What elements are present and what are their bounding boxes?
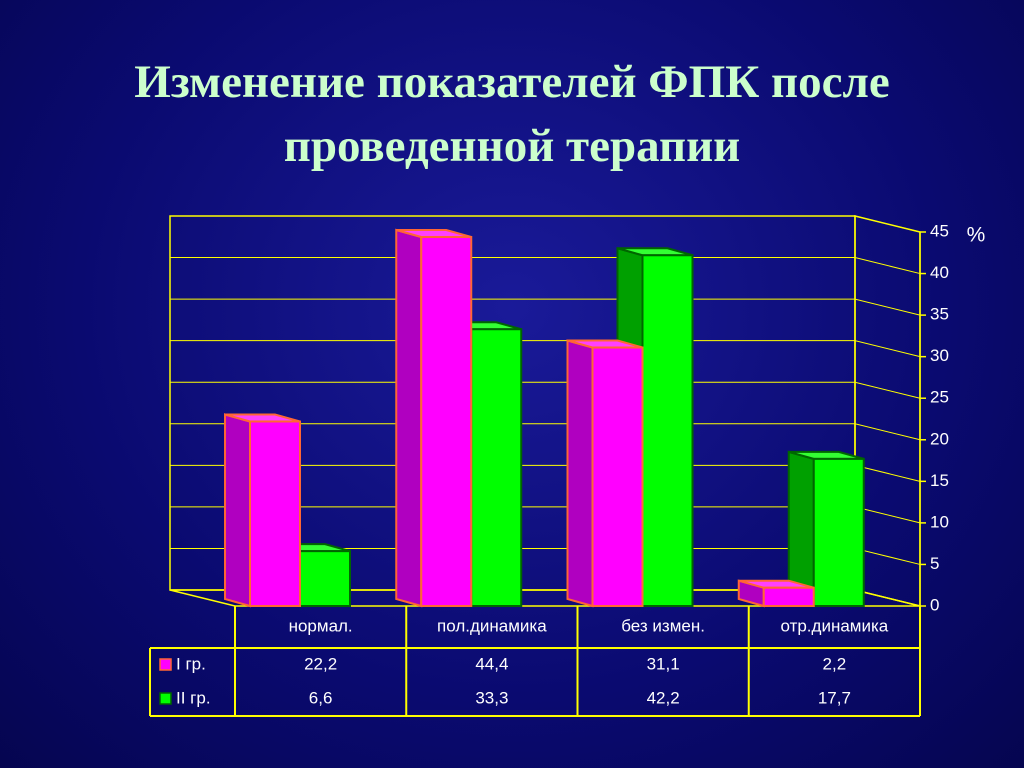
legend-swatch: [159, 692, 172, 705]
data-label: 17,7: [818, 688, 851, 707]
x-tick-label: без измен.: [621, 616, 705, 635]
y-tick-label: 5: [930, 554, 939, 573]
bar: [762, 586, 815, 608]
legend-swatch: [159, 658, 172, 671]
y-tick-label: 0: [930, 595, 939, 614]
y-tick-label: 15: [930, 471, 949, 490]
bar-side: [566, 339, 594, 608]
y-tick-label: 40: [930, 263, 949, 282]
y-tick-label: 10: [930, 512, 949, 531]
data-label: 33,3: [475, 688, 508, 707]
grid-line: [170, 381, 921, 399]
x-tick-label: нормал.: [289, 616, 353, 635]
chart-title: Изменение показателей ФПК после проведен…: [134, 56, 890, 172]
data-label: 44,4: [475, 654, 508, 673]
bar: [420, 235, 473, 607]
bar: [470, 328, 523, 607]
bar-side: [395, 228, 423, 608]
data-label: 22,2: [304, 654, 337, 673]
grid-line: [170, 298, 921, 316]
bar: [249, 420, 301, 608]
data-label: 6,6: [309, 688, 333, 707]
y-tick-label: 20: [930, 429, 949, 448]
y-tick-label: 25: [930, 388, 949, 407]
bar-side: [224, 413, 251, 608]
data-label: 42,2: [647, 688, 680, 707]
grid-line: [170, 215, 921, 233]
x-tick-label: пол.динамика: [437, 616, 547, 635]
y-tick-label: 35: [930, 305, 949, 324]
grid-line: [170, 340, 921, 358]
bar: [299, 550, 351, 607]
x-tick-label: отр.динамика: [780, 616, 888, 635]
y-axis-unit: %: [967, 224, 986, 247]
bar: [591, 346, 644, 607]
y-tick-label: 45: [930, 221, 949, 240]
data-label: 31,1: [647, 654, 680, 673]
legend-label: I гр.: [176, 654, 206, 673]
data-label: 2,2: [823, 654, 847, 673]
bar: [641, 254, 694, 607]
y-tick-label: 30: [930, 346, 949, 365]
legend-label: II гр.: [176, 688, 211, 707]
bar: [812, 457, 865, 608]
grid-line: [170, 257, 921, 275]
